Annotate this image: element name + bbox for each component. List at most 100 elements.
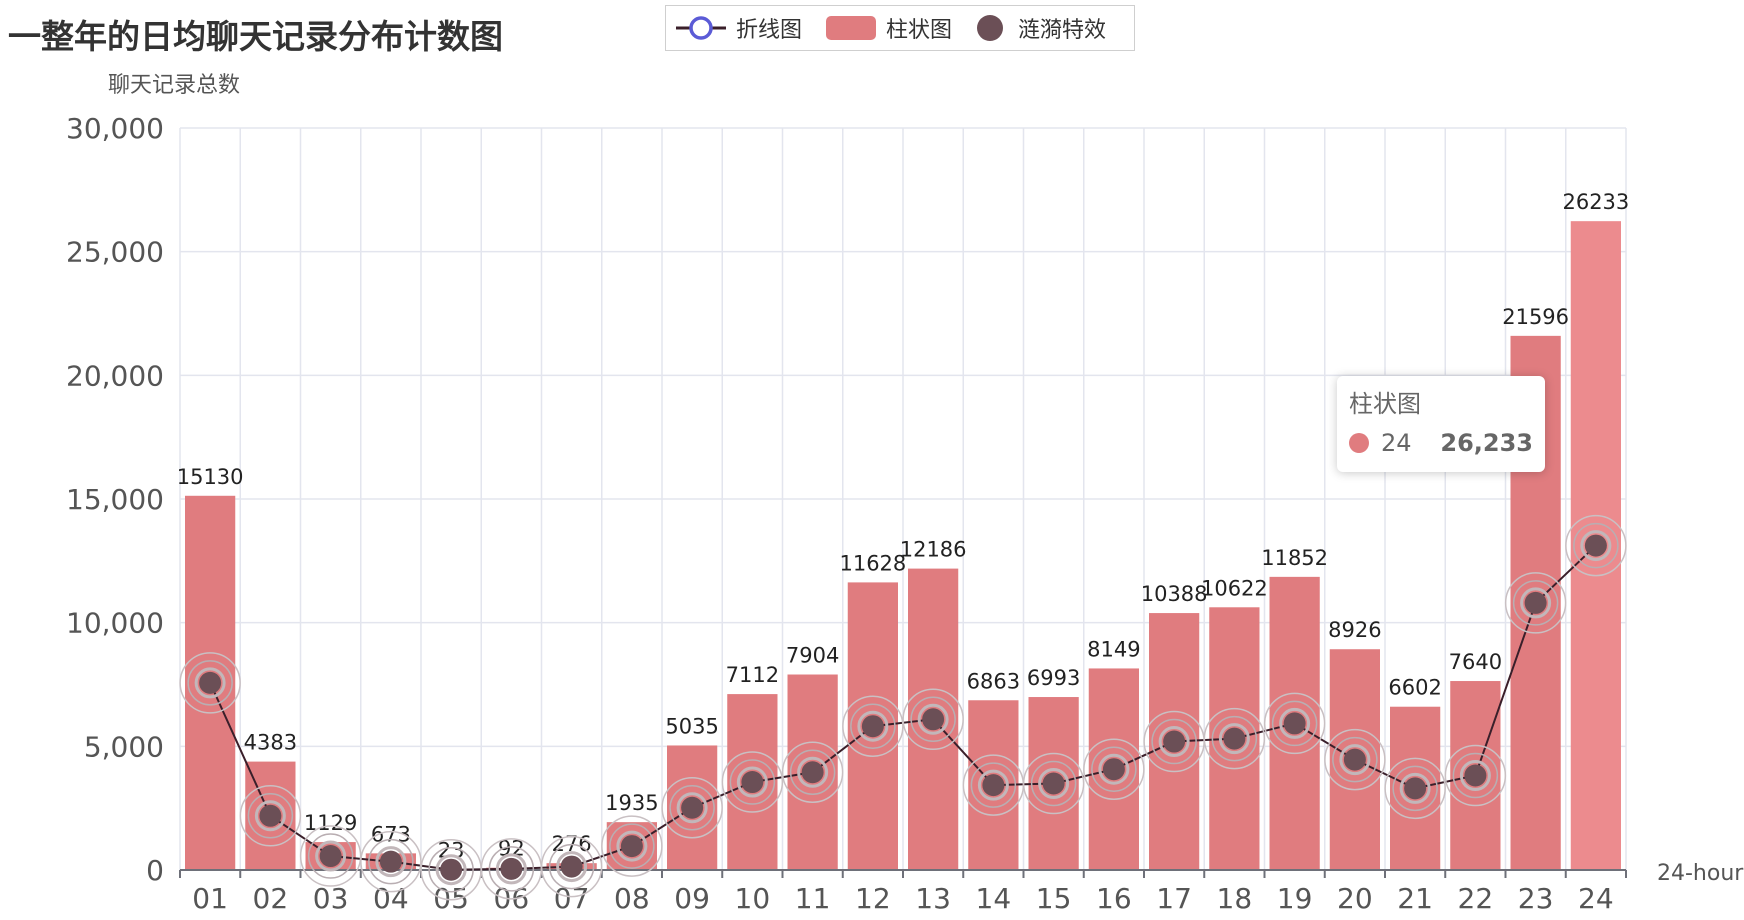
ripple-ring-outer bbox=[781, 741, 844, 804]
ripple-ring-inner bbox=[307, 833, 354, 879]
ripple-point bbox=[199, 671, 222, 694]
ripple-ring-outer bbox=[360, 830, 422, 893]
ripple-ring-core bbox=[1038, 768, 1070, 800]
legend-item-line[interactable]: 折线图 bbox=[676, 12, 802, 44]
ripple-ring-inner bbox=[910, 696, 956, 743]
ripple-ring-inner bbox=[1091, 746, 1137, 792]
ripple-ring-inner bbox=[187, 660, 233, 706]
ripple-ring-outer bbox=[661, 776, 723, 839]
ripple-ring-inner bbox=[609, 823, 655, 869]
ripple-point bbox=[1283, 712, 1306, 735]
ripple-point bbox=[1524, 591, 1547, 614]
y-tick-label: 5,000 bbox=[84, 730, 164, 763]
ripple-point bbox=[1584, 534, 1607, 557]
ripple-point bbox=[1163, 730, 1186, 753]
ripple-ring-outer bbox=[1203, 707, 1266, 770]
tooltip-row: 24 26,233 bbox=[1349, 429, 1533, 457]
ripple-ring-inner bbox=[428, 846, 474, 893]
ripple-ring-inner bbox=[1573, 522, 1619, 569]
x-tick-label: 14 bbox=[976, 882, 1012, 915]
ripple-ring-core bbox=[1459, 760, 1491, 792]
x-tick-label: 07 bbox=[554, 882, 590, 915]
ripple-ring-core bbox=[1399, 772, 1431, 804]
ripple-ring-core bbox=[917, 703, 949, 735]
ripple-point bbox=[861, 715, 884, 738]
ripple-point bbox=[922, 708, 945, 731]
x-tick-label: 12 bbox=[855, 882, 891, 915]
x-tick-label: 19 bbox=[1277, 882, 1313, 915]
ripple-point bbox=[620, 835, 643, 858]
ripple-ring-core bbox=[676, 792, 708, 824]
ripple-ring-outer bbox=[721, 751, 784, 813]
ripple-point bbox=[1102, 758, 1125, 781]
line-circle-icon bbox=[676, 16, 726, 40]
ripple-ring-core bbox=[1098, 753, 1130, 785]
bar-value-label: 7904 bbox=[786, 644, 839, 668]
ripple-ring-outer bbox=[601, 815, 663, 877]
bar-value-label: 4383 bbox=[244, 731, 297, 755]
ripple-ring-core bbox=[797, 756, 829, 788]
ripple-ring-inner bbox=[669, 784, 715, 831]
bar-value-label: 6863 bbox=[967, 669, 1020, 693]
ripple-ring-inner bbox=[368, 838, 414, 885]
y-axis-name: 聊天记录总数 bbox=[108, 73, 240, 98]
y-tick-label: 25,000 bbox=[66, 236, 164, 269]
x-tick-label: 24 bbox=[1578, 882, 1614, 915]
x-tick-label: 23 bbox=[1518, 882, 1554, 915]
x-tick-label: 16 bbox=[1096, 882, 1132, 915]
legend-item-bar[interactable]: 柱状图 bbox=[826, 12, 952, 44]
x-tick-label: 10 bbox=[735, 882, 771, 915]
x-tick-label: 17 bbox=[1156, 882, 1192, 915]
ripple-ring-core bbox=[857, 710, 889, 742]
ripple-ring-inner bbox=[1030, 760, 1077, 807]
ripple-ring-inner bbox=[247, 793, 294, 839]
ripple-ring-inner bbox=[548, 843, 595, 890]
bar-value-label: 7640 bbox=[1449, 650, 1502, 674]
ripple-point bbox=[741, 771, 764, 794]
x-tick-label: 13 bbox=[915, 882, 951, 915]
ripple-point bbox=[440, 858, 463, 881]
ripple-ring-inner bbox=[1151, 718, 1197, 765]
ripple-ring-outer bbox=[179, 652, 241, 714]
ripple-ring-inner bbox=[1332, 736, 1378, 783]
ripple-ring-outer bbox=[1083, 738, 1145, 800]
tooltip-marker-icon bbox=[1349, 433, 1369, 453]
ripple-ring-inner bbox=[1452, 752, 1499, 799]
ripple-ring-core bbox=[315, 840, 347, 872]
ripple-ring-core bbox=[495, 853, 527, 885]
bar-value-label: 26233 bbox=[1562, 190, 1629, 214]
ripple-ring-outer bbox=[1384, 757, 1446, 820]
ripple-ring-core bbox=[194, 667, 226, 699]
ripple-ring-outer bbox=[1504, 572, 1567, 634]
ripple-ring-inner bbox=[850, 703, 896, 749]
ripple-point bbox=[1042, 772, 1065, 795]
ripple-ring-core bbox=[556, 851, 588, 883]
ripple-point bbox=[319, 845, 342, 868]
x-tick-label: 22 bbox=[1458, 882, 1494, 915]
bar-value-label: 21596 bbox=[1502, 305, 1569, 329]
y-tick-label: 0 bbox=[146, 854, 164, 887]
bar-value-label: 6602 bbox=[1388, 676, 1441, 700]
y-tick-label: 15,000 bbox=[66, 483, 164, 516]
ripple-ring-core bbox=[1339, 744, 1371, 776]
bar-value-label: 5035 bbox=[665, 714, 718, 738]
ripple-point bbox=[681, 796, 704, 819]
legend: 折线图 柱状图 涟漪特效 bbox=[665, 5, 1135, 51]
ripple-point bbox=[1404, 777, 1427, 800]
legend-item-ripple[interactable]: 涟漪特效 bbox=[976, 12, 1106, 44]
y-tick-label: 20,000 bbox=[66, 359, 164, 392]
ripple-point bbox=[560, 855, 583, 878]
ripple-ring-inner bbox=[1211, 715, 1258, 762]
bar-value-label: 8926 bbox=[1328, 618, 1381, 642]
ripple-point bbox=[801, 761, 824, 784]
ripple-dot-icon bbox=[977, 15, 1004, 41]
ripple-ring-core bbox=[616, 830, 648, 862]
ripple-ring-inner bbox=[1512, 580, 1559, 626]
tooltip-category: 24 bbox=[1381, 429, 1412, 457]
ripple-ring-outer bbox=[1565, 514, 1627, 577]
bar-value-label: 1129 bbox=[304, 811, 357, 835]
bar-rect-icon bbox=[826, 16, 877, 40]
legend-label-ripple: 涟漪特效 bbox=[1018, 18, 1107, 43]
x-tick-label: 21 bbox=[1397, 882, 1433, 915]
